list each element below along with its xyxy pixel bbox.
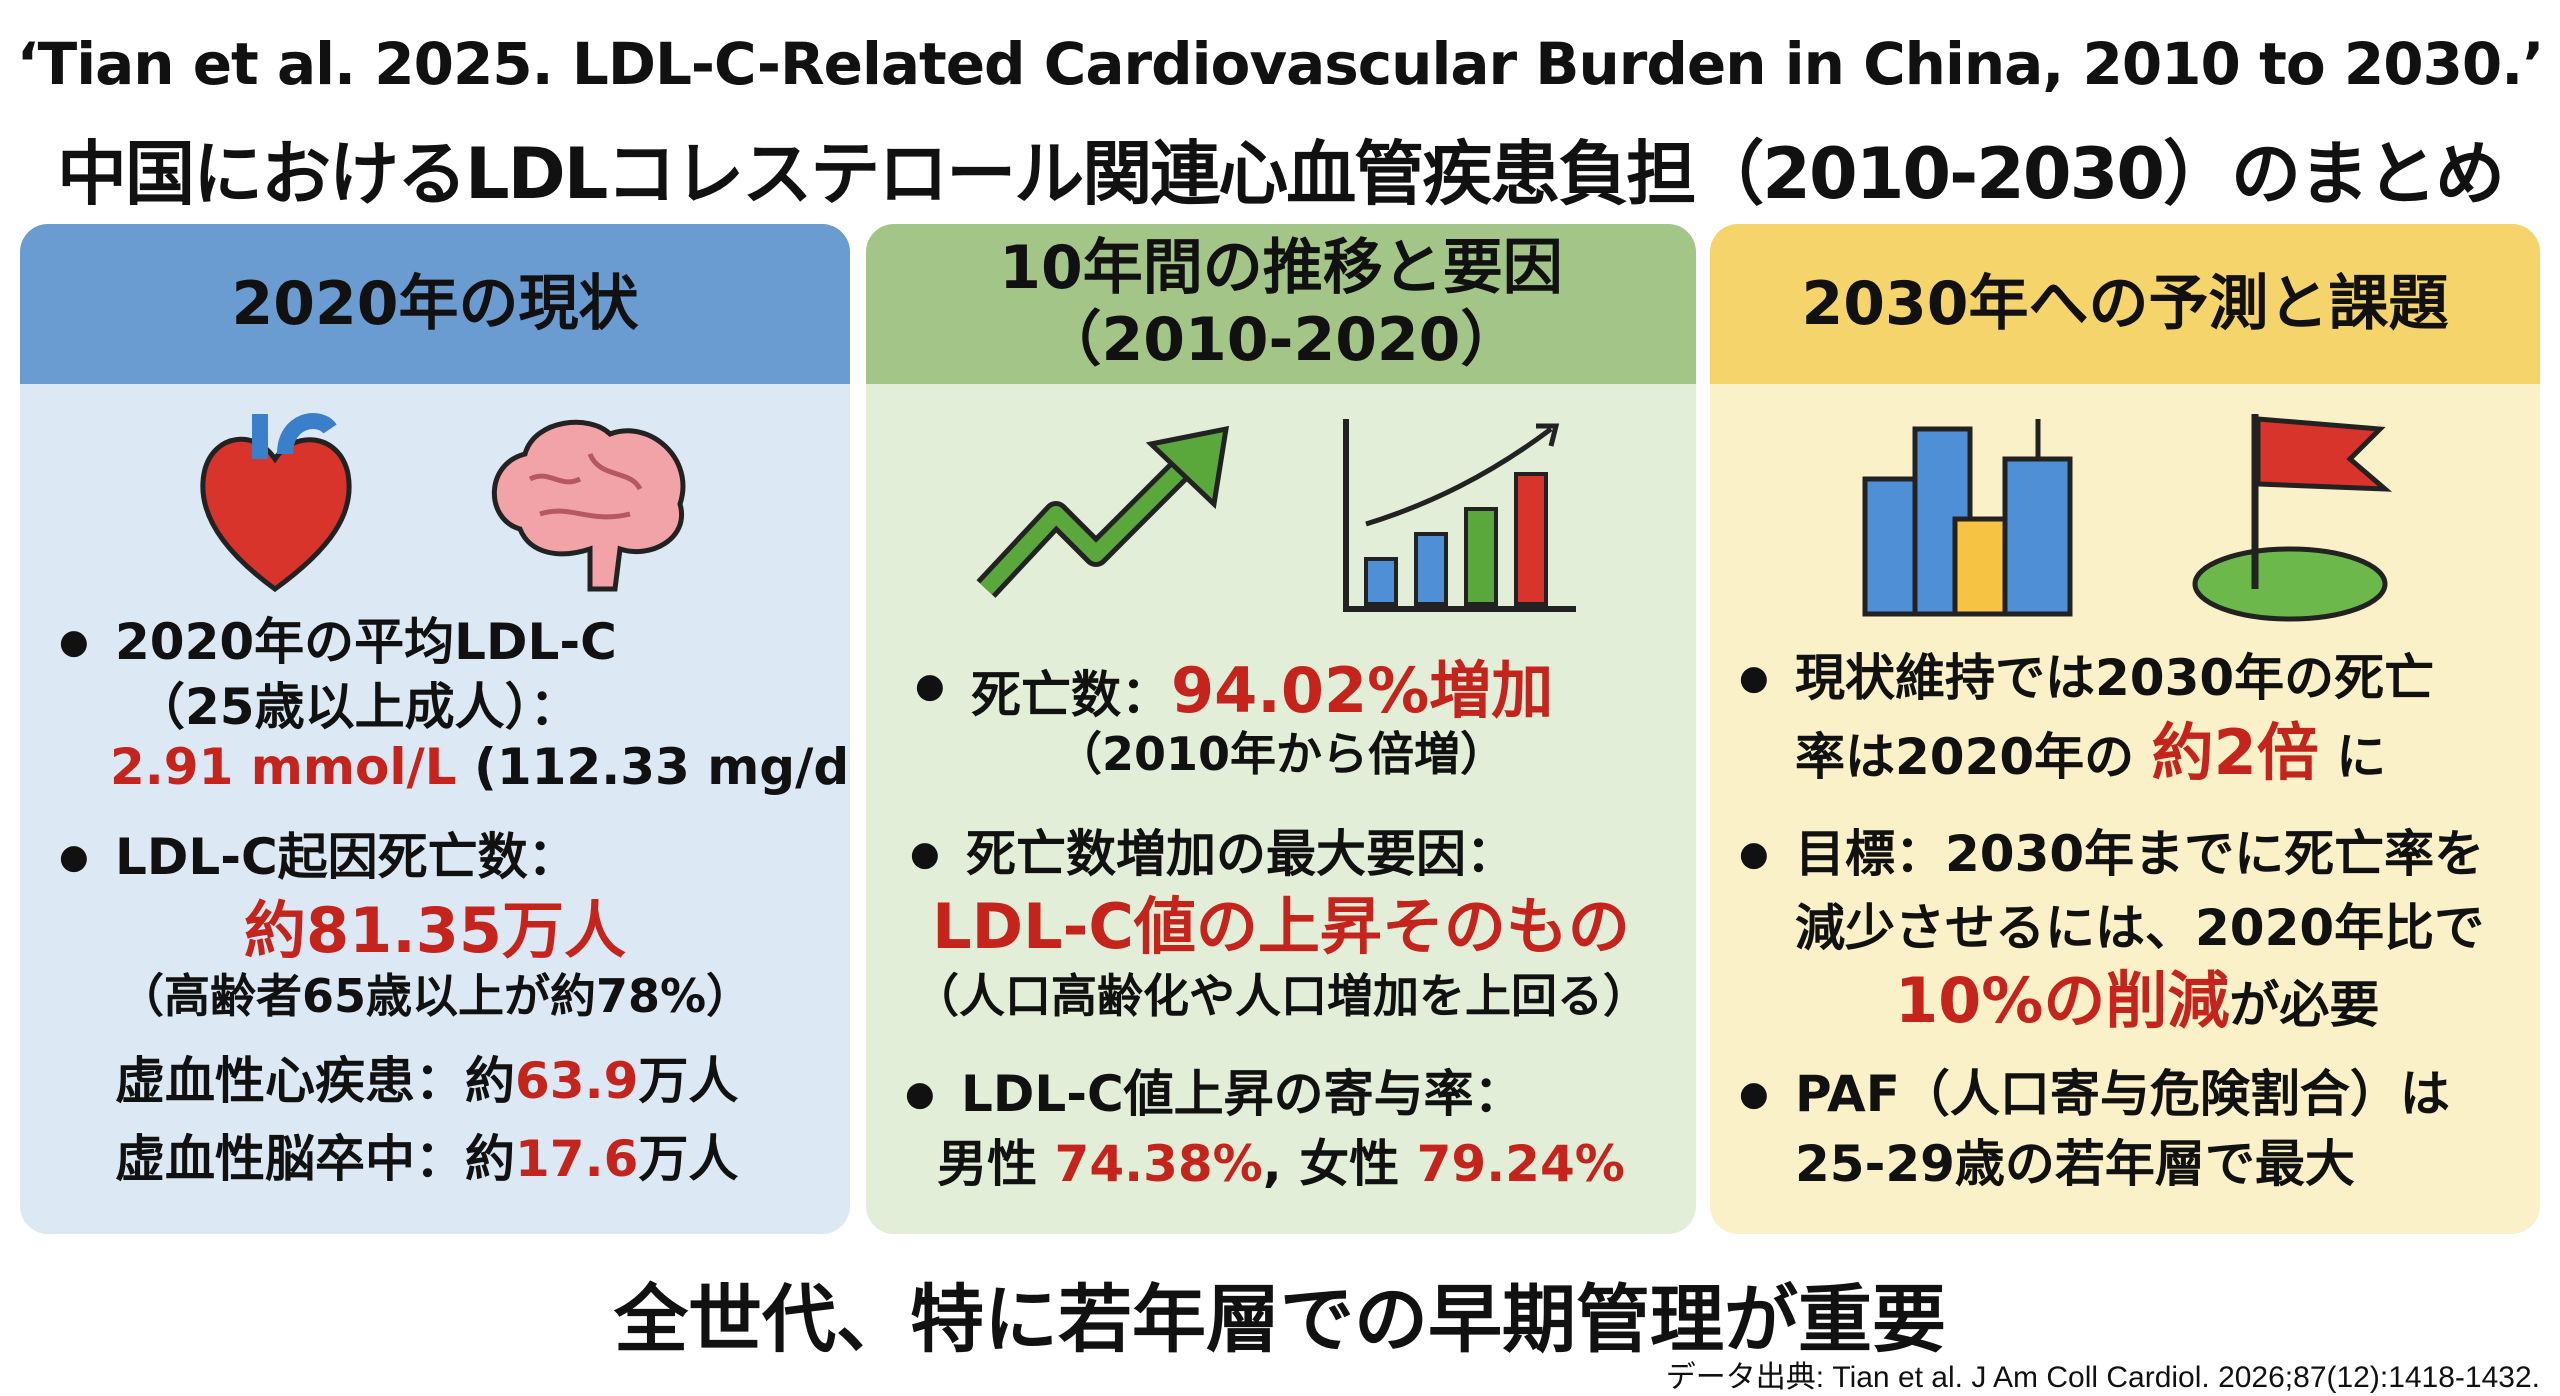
panel-heading: 2030年への予測と課題 [1710,224,2540,384]
target-line3: 10%の削減が必要 [1895,964,2380,1037]
city-buildings-icon [1862,419,2073,617]
paf-line2: 25-29歳の若年層で最大 [1795,1135,2355,1193]
ihd-deaths: 虚血性心疾患：約63.9万人 [115,1052,739,1110]
main-factor-value: LDL-C値の上昇そのもの [932,890,1630,963]
doubling-note: （2010年から倍増） [1055,727,1507,781]
main-factor-note: （人口高齢化や人口増加を上回る） [913,969,1649,1023]
goal-flag-icon [2192,414,2393,622]
panel-2030-forecast: 2030年への予測と課題 現状維持では2030年の死亡 率は2020年の 約2倍… [1710,224,2540,1234]
target-line2: 減少させるには、2020年比で [1795,899,2485,957]
panel-trend-factors: 10年間の推移と要因（2010-2020） 死亡数：94.02%増加 （2010… [866,224,1696,1234]
deaths-increase: 死亡数：94.02%増加 [866,656,1696,726]
ldl-deaths-label: LDL-C起因死亡数： [20,827,850,887]
avg-ldl-label: 2020年の平均LDL-C [20,612,850,672]
trend-arrow-icon [976,425,1230,598]
elderly-share: （高齢者65歳以上が約78%） [117,969,753,1023]
conclusion: 全世代、特に若年層での早期管理が重要 [614,1277,1946,1363]
heart-icon [200,413,352,593]
title-english: ‘Tian et al. 2025. LDL-C-Related Cardiov… [16,30,2545,98]
title-japanese: 中国におけるLDLコレステロール関連心血管疾患負担（2010-2030）のまとめ [56,133,2505,215]
panel-heading: 10年間の推移と要因 （2010-2020） [866,224,1696,384]
paf-line1: PAF（人口寄与危険割合）は [1710,1064,2540,1124]
ldl-deaths-value: 約81.35万人 [243,894,627,967]
target-line1: 目標：2030年までに死亡率を [1710,824,2540,884]
status-quo-line1: 現状維持では2030年の死亡 [1710,648,2540,708]
status-quo-line2: 率は2020年の 約2倍 に [1795,716,2387,789]
main-factor-label: 死亡数増加の最大要因： [866,824,1696,884]
contribution-values: 男性 74.38%, 女性 79.24% [937,1135,1625,1193]
avg-ldl-value: 2.91 mmol/L (112.33 mg/dL) [110,738,850,796]
panel-heading: 2020年の現状 [20,224,850,384]
stroke-deaths: 虚血性脳卒中：約17.6万人 [115,1130,739,1188]
bar-chart-icon [1343,419,1576,612]
brain-icon [491,419,686,592]
source-citation: データ出典: Tian et al. J Am Coll Cardiol. 20… [1665,1361,2540,1394]
contribution-label: LDL-C値上昇の寄与率： [866,1064,1696,1124]
age-note: （25歳以上成人）： [135,678,580,736]
panel-2020-status: 2020年の現状 2020年の平均LDL-C （25歳以上成人）： 2.91 m… [20,224,850,1234]
